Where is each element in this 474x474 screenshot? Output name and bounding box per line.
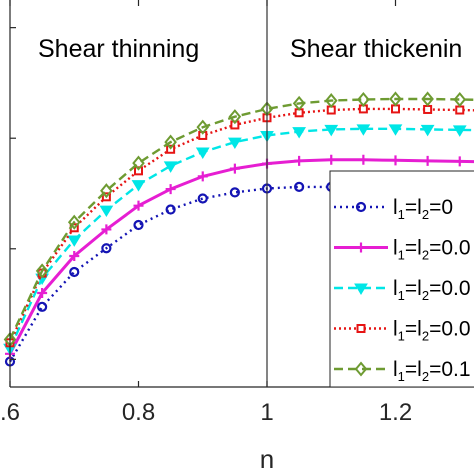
legend-label-1: l1=l2=0 bbox=[393, 196, 453, 222]
data-point-s2-12 bbox=[358, 154, 369, 165]
data-point-s1-6 bbox=[165, 204, 176, 215]
legend-item-1: l1=l2=0 bbox=[334, 196, 453, 222]
data-point-s5-4 bbox=[100, 183, 113, 199]
data-point-s3-12 bbox=[356, 124, 371, 136]
data-point-s3-8 bbox=[227, 137, 242, 150]
data-point-s4-15 bbox=[455, 105, 465, 115]
legend-marker-3 bbox=[354, 283, 368, 295]
data-point-s3-10 bbox=[292, 127, 307, 139]
data-point-s3-14 bbox=[420, 124, 435, 137]
data-point-s3-13 bbox=[388, 124, 403, 136]
legend-item-5: l1=l2=0.1 bbox=[334, 358, 471, 384]
data-point-s5-7 bbox=[196, 119, 210, 135]
data-point-s1-2 bbox=[37, 301, 48, 312]
data-point-s3-3 bbox=[67, 235, 82, 247]
legend-marker-5 bbox=[354, 361, 368, 377]
legend-item-4: l1=l2=0.0 bbox=[334, 318, 471, 344]
data-point-s3-15 bbox=[452, 125, 467, 137]
data-point-s5-3 bbox=[67, 214, 81, 230]
legend-label-4: l1=l2=0.0 bbox=[393, 318, 471, 344]
series-line-3 bbox=[8, 127, 474, 349]
legend-marker-4 bbox=[356, 324, 366, 333]
legend-item-3: l1=l2=0.0 bbox=[334, 277, 471, 303]
data-point-s5-11 bbox=[324, 93, 338, 109]
data-point-s2-4 bbox=[101, 224, 112, 235]
legend-marker-2 bbox=[356, 242, 366, 253]
data-point-s2-6 bbox=[165, 184, 176, 195]
data-point-s1-8 bbox=[229, 187, 240, 198]
data-point-s1-5 bbox=[133, 219, 144, 231]
data-point-s3-7 bbox=[195, 147, 210, 160]
data-point-s2-3 bbox=[69, 250, 80, 261]
data-point-s2-2 bbox=[37, 288, 48, 299]
data-point-s1-7 bbox=[197, 193, 208, 204]
data-point-s1-10 bbox=[294, 181, 305, 192]
data-point-s2-7 bbox=[197, 171, 208, 182]
data-point-s1-4 bbox=[101, 243, 112, 254]
data-point-s5-12 bbox=[357, 91, 370, 108]
data-point-s3-6 bbox=[163, 161, 178, 173]
series-2 bbox=[5, 154, 474, 359]
data-point-s5-13 bbox=[389, 91, 402, 107]
data-point-s2-14 bbox=[422, 155, 433, 166]
data-point-s2-5 bbox=[133, 200, 144, 211]
data-point-s1-3 bbox=[69, 266, 80, 278]
data-point-s4-5 bbox=[134, 166, 143, 176]
x-tick-label-1: .6 bbox=[0, 399, 20, 426]
data-point-s3-5 bbox=[131, 180, 146, 192]
data-point-s2-15 bbox=[454, 156, 465, 167]
legend-item-2: l1=l2=0.0 bbox=[334, 237, 471, 263]
data-point-s4-14 bbox=[423, 104, 433, 114]
x-tick-label-3: 1 bbox=[260, 399, 273, 426]
data-point-s2-10 bbox=[294, 155, 305, 166]
axes-layer: .6 0.8 1 1.2 bbox=[0, 0, 474, 426]
data-point-s3-4 bbox=[99, 205, 114, 218]
x-tick-label-4: 1.2 bbox=[379, 399, 412, 426]
region-label-shear-thinning: Shear thinning bbox=[38, 35, 199, 63]
data-point-s2-13 bbox=[390, 155, 401, 166]
legend-label-3: l1=l2=0.0 bbox=[393, 277, 471, 303]
region-label-shear-thickening: Shear thickenin bbox=[290, 35, 462, 63]
x-tick-label-2: 0.8 bbox=[122, 399, 155, 426]
data-point-s2-11 bbox=[326, 154, 337, 165]
data-point-s5-6 bbox=[164, 134, 177, 150]
legend-label-5: l1=l2=0.1 bbox=[393, 358, 471, 384]
data-point-s5-10 bbox=[292, 95, 306, 111]
data-point-s3-11 bbox=[324, 124, 339, 137]
data-point-s5-15 bbox=[453, 91, 467, 108]
data-point-s5-2 bbox=[35, 263, 49, 279]
legend-label-2: l1=l2=0.0 bbox=[393, 237, 471, 263]
data-point-s5-8 bbox=[228, 109, 242, 125]
x-axis-label: n bbox=[260, 444, 274, 474]
series-line-2 bbox=[8, 158, 474, 355]
data-point-s2-8 bbox=[229, 163, 240, 174]
data-point-s5-14 bbox=[421, 91, 434, 107]
legend: l1=l2=0 l1=l2=0.0 l1=l2=0.0 l1=l2=0.0 l1=l2=… bbox=[329, 170, 474, 388]
data-point-s5-5 bbox=[132, 155, 145, 171]
legend-marker-1 bbox=[355, 201, 367, 213]
